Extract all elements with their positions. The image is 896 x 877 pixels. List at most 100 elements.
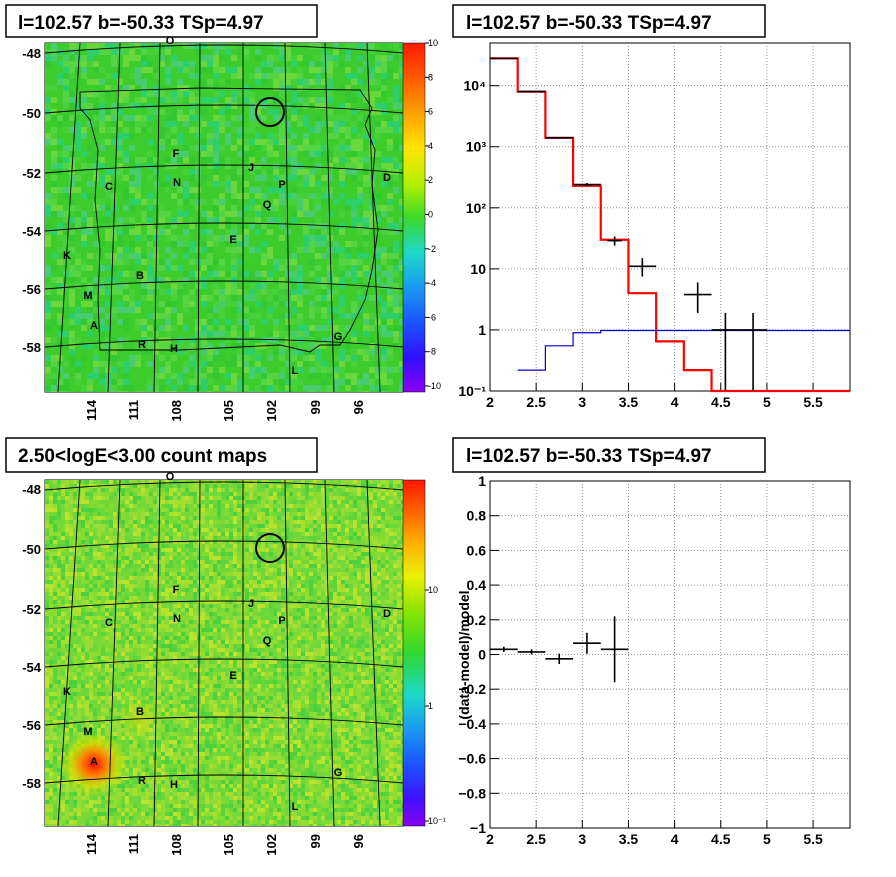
residual-y-tick-label: 0.8: [467, 508, 487, 524]
palette-tick-label: -4: [428, 278, 436, 288]
map-x-tick: 102: [264, 400, 279, 422]
map-source-l: L: [292, 365, 299, 377]
count-source-q: Q: [263, 635, 272, 647]
map-x-tick: 102: [264, 834, 279, 856]
residual-y-tick-label: 0: [478, 647, 486, 663]
residual-grid: [490, 481, 850, 828]
palette-tick-label: 4: [428, 141, 433, 151]
map-y-tick: -50: [22, 542, 41, 557]
spectrum-x-tick-label: 2: [486, 394, 494, 410]
map-source-e: E: [229, 234, 236, 246]
count-source-f: F: [173, 584, 180, 596]
spectrum-x-tick-label: 5: [763, 394, 771, 410]
map-x-tick: 111: [126, 400, 141, 420]
count-source-o: O: [166, 471, 175, 483]
map-y-tick: -50: [22, 106, 41, 121]
residual-panel: l=102.57 b=-50.33 TSp=4.97 2 2.5 3 3.5 4 4.5 5…: [453, 438, 850, 847]
map-y-tick: -54: [22, 660, 42, 675]
map-x-tick: 96: [351, 400, 366, 414]
residual-x-tick-label: 2.5: [526, 831, 546, 847]
count-map-title: 2.50<logE<3.00 count maps: [18, 446, 267, 467]
map-x-tick: 105: [221, 834, 236, 856]
spectrum-y-tick-label: 10: [470, 261, 486, 277]
count-source-r: R: [138, 775, 146, 787]
count-source-n: N: [173, 613, 181, 625]
count-source-l: L: [292, 801, 299, 813]
map-y-tick: -58: [22, 776, 41, 791]
map-source-b: B: [136, 270, 144, 282]
map-x-tick: 99: [308, 834, 323, 848]
map-y-tick: -52: [22, 602, 41, 617]
spectrum-x-tick-label: 5.5: [803, 394, 823, 410]
map-y-tick: -56: [22, 282, 41, 297]
residual-title: l=102.57 b=-50.33 TSp=4.97: [466, 446, 712, 467]
palette-tick-label: -10: [428, 381, 441, 391]
spectrum-frame: [490, 43, 850, 391]
map-y-tick: -48: [22, 482, 41, 497]
map-source-g: G: [334, 331, 343, 343]
count-source-b: B: [136, 706, 144, 718]
spectrum-y-tick-label: 10³: [466, 139, 487, 155]
spectrum-y-tick-label: 10⁴: [464, 78, 487, 94]
map-source-p: P: [278, 179, 285, 191]
palette-tick-label: 0: [428, 210, 433, 220]
count-palette-tick-label: 10⁻¹: [428, 816, 446, 826]
residual-y-tick-label: 0.6: [467, 542, 487, 558]
palette-tick-label: 10: [428, 38, 438, 48]
map-source-k: K: [63, 250, 71, 262]
count-source-g: G: [334, 767, 343, 779]
count-palette-bar: [403, 480, 425, 826]
count-source-h: H: [170, 779, 178, 791]
map-source-c: C: [105, 181, 113, 193]
map-x-tick: 99: [308, 400, 323, 414]
map-y-tick: -54: [22, 224, 42, 239]
spectrum-series: [490, 58, 850, 391]
map-x-tick: 105: [221, 400, 236, 422]
count-source-d: D: [383, 608, 391, 620]
count-map-y-ticks: -48 -50 -52 -54 -56 -58: [22, 482, 42, 791]
residual-y-tick-label: −0.8: [458, 785, 486, 801]
palette-tick-label: -6: [428, 312, 436, 322]
map-y-tick: -58: [22, 340, 41, 355]
residual-x-tick-label: 2: [486, 831, 494, 847]
residual-x-tick-label: 4: [671, 831, 679, 847]
spectrum-title: l=102.57 b=-50.33 TSp=4.97: [466, 13, 712, 34]
map-x-tick: 114: [84, 399, 99, 421]
map-source-q: Q: [263, 199, 272, 211]
map-x-tick: 111: [126, 834, 141, 854]
count-source-k: K: [63, 686, 71, 698]
palette-tick-label: -2: [428, 244, 436, 254]
map-x-tick: 96: [351, 834, 366, 848]
residual-x-tick-label: 4.5: [711, 831, 731, 847]
residual-series: [490, 616, 628, 682]
spectrum-y-tick-label: 10²: [466, 200, 487, 216]
map-y-tick: -56: [22, 718, 41, 733]
residual-x-tick-label: 5.5: [803, 831, 823, 847]
residual-x-tick-label: 5: [763, 831, 771, 847]
palette-tick-label: 8: [428, 72, 433, 82]
spectrum-y-tick-label: 10⁻¹: [458, 383, 486, 399]
spectrum-grid: [490, 43, 850, 391]
residual-x-tick-label: 3.5: [619, 831, 639, 847]
count-source-p: P: [278, 615, 285, 627]
residual-x-tick-label: 3: [578, 831, 586, 847]
count-source-j: J: [248, 598, 254, 610]
spectrum-x-tick-label: 4.5: [711, 394, 731, 410]
map-source-d: D: [383, 172, 391, 184]
count-source-e: E: [229, 670, 236, 682]
count-palette-tick-label: 10: [428, 585, 438, 595]
spectrum-x-tick-label: 2.5: [526, 394, 546, 410]
map-x-tick: 114: [84, 833, 99, 855]
map-y-tick: -48: [22, 46, 41, 61]
map-title: l=102.57 b=-50.33 TSp=4.97: [18, 13, 264, 34]
model-step-line: [490, 58, 850, 391]
